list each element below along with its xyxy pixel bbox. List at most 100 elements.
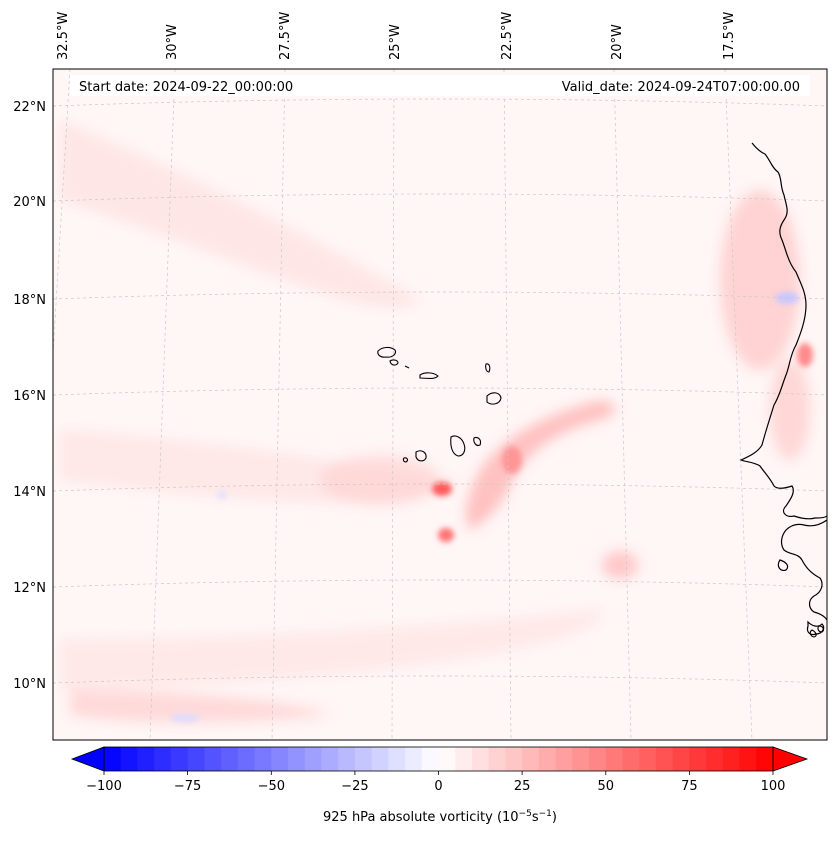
colorbar-cell xyxy=(488,747,507,771)
meridian-20w xyxy=(613,69,632,740)
map-frame xyxy=(52,68,828,741)
colorbar-cell xyxy=(237,747,256,771)
island-sao-nicolau xyxy=(419,372,439,380)
meridian-22.5w xyxy=(503,69,512,740)
colorbar-cell xyxy=(605,747,624,771)
vorticity-curved-band xyxy=(465,400,615,530)
lon-label: 30°W xyxy=(165,24,180,60)
colorbar-tick-labels: −100 −75 −50 −25 0 25 50 75 100 xyxy=(86,779,785,794)
parallel-20n xyxy=(53,193,827,202)
colorbar-cell xyxy=(706,747,724,771)
colorbar-cell xyxy=(689,747,707,771)
colorbar-cell xyxy=(187,747,205,771)
colorbar-cell xyxy=(555,747,573,771)
vorticity-negative-south xyxy=(170,714,200,722)
colorbar-cell xyxy=(639,747,657,771)
africa-coast-south xyxy=(780,519,827,621)
vorticity-band-southwest xyxy=(70,690,330,723)
colorbar-cell xyxy=(572,747,590,771)
parallel-12n xyxy=(53,579,827,588)
colorbar-cell xyxy=(421,747,440,771)
colorbar-cell xyxy=(254,747,272,771)
vorticity-max-south xyxy=(438,528,454,542)
colorbar-cell xyxy=(739,747,757,771)
colorbar-extend-high xyxy=(772,746,809,772)
colorbar-cells xyxy=(104,747,774,771)
colorbar-cell xyxy=(304,747,323,771)
cape-verde-islands xyxy=(377,346,502,463)
colorbar-cell xyxy=(756,747,774,771)
colorbar-ticks xyxy=(103,771,774,775)
lat-label: 16°N xyxy=(13,389,46,404)
colorbar-cell xyxy=(137,747,155,771)
colorbar-tick-label: 50 xyxy=(598,779,615,794)
colorbar-tick-label: 25 xyxy=(514,779,531,794)
meridian-25w xyxy=(391,69,395,740)
colorbar-cell xyxy=(438,747,456,771)
parallel-22n xyxy=(53,98,827,107)
lat-label: 12°N xyxy=(13,581,46,596)
lon-label: 20°W xyxy=(610,24,625,60)
start-date-label: Start date: 2024-09-22_00:00:00 xyxy=(79,80,293,95)
lat-label: 22°N xyxy=(13,100,46,115)
colorbar-cell xyxy=(338,747,356,771)
colorbar-cell xyxy=(388,747,406,771)
colorbar-cell xyxy=(522,747,540,771)
colorbar-extend-low xyxy=(70,746,105,772)
colorbar-cell xyxy=(672,747,690,771)
parallel-18n xyxy=(53,291,827,300)
colorbar-label-end: ) xyxy=(552,810,557,825)
vorticity-band-northwest xyxy=(60,120,420,308)
meridian-17.5w xyxy=(724,69,753,740)
lon-label: 32.5°W xyxy=(56,12,71,60)
lat-label: 14°N xyxy=(13,485,46,500)
colorbar-tick-label: −25 xyxy=(341,779,368,794)
colorbar-tick-label: −50 xyxy=(258,779,285,794)
graticule xyxy=(53,69,827,740)
lon-label: 25°W xyxy=(388,24,403,60)
latitude-labels: 22°N 20°N 18°N 16°N 14°N 12°N 10°N xyxy=(13,100,46,692)
island-sal xyxy=(485,363,491,373)
map-panel[interactable]: Start date: 2024-09-22_00:00:00 Valid_da… xyxy=(30,68,828,741)
colorbar-tick-label: 100 xyxy=(761,779,786,794)
vorticity-max-north xyxy=(432,482,452,496)
colorbar-cell xyxy=(170,747,189,771)
island-santa-luzia xyxy=(404,365,410,369)
parallel-14n xyxy=(53,483,827,492)
colorbar-cell xyxy=(589,747,607,771)
colorbar-label-exp1: −5 xyxy=(519,809,532,819)
bijagos-islands xyxy=(809,625,824,638)
island-sao-vicente xyxy=(389,359,399,366)
colorbar-cell xyxy=(622,747,640,771)
colorbar-cell xyxy=(722,747,741,771)
colorbar: −100 −75 −50 −25 0 25 50 75 100 925 hPa … xyxy=(70,746,809,825)
colorbar-cell xyxy=(538,747,557,771)
meridian-30w xyxy=(149,69,176,740)
date-header-strip xyxy=(70,75,810,96)
vorticity-coast-max xyxy=(797,343,813,367)
colorbar-cell xyxy=(104,747,122,771)
valid-date-label: Valid_date: 2024-09-24T07:00:00.00 xyxy=(562,80,800,95)
colorbar-label-main: 925 hPa absolute vorticity (10 xyxy=(323,810,519,825)
lon-label: 17.5°W xyxy=(722,12,737,60)
lon-label: 27.5°W xyxy=(278,12,293,60)
vorticity-mid-patch xyxy=(320,455,440,505)
vorticity-band-south xyxy=(60,610,602,690)
colorbar-tick-label: 75 xyxy=(681,779,698,794)
colorbar-tick-label: −100 xyxy=(86,779,122,794)
colorbar-tick-label: −75 xyxy=(174,779,201,794)
island-maio xyxy=(473,436,482,446)
colorbar-label-mid: s xyxy=(532,810,539,825)
longitude-labels: 32.5°W 30°W 27.5°W 25°W 22.5°W 20°W 17.5… xyxy=(56,12,737,60)
island-santo-antao xyxy=(377,346,396,358)
colorbar-cell xyxy=(120,747,139,771)
lat-label: 10°N xyxy=(13,677,46,692)
colorbar-cell xyxy=(354,747,373,771)
colorbar-cell xyxy=(471,747,490,771)
colorbar-cell xyxy=(321,747,339,771)
colorbar-cell xyxy=(271,747,289,771)
vorticity-south-patch xyxy=(602,551,638,579)
lon-label: 22.5°W xyxy=(500,12,515,60)
island-fogo xyxy=(415,450,427,462)
